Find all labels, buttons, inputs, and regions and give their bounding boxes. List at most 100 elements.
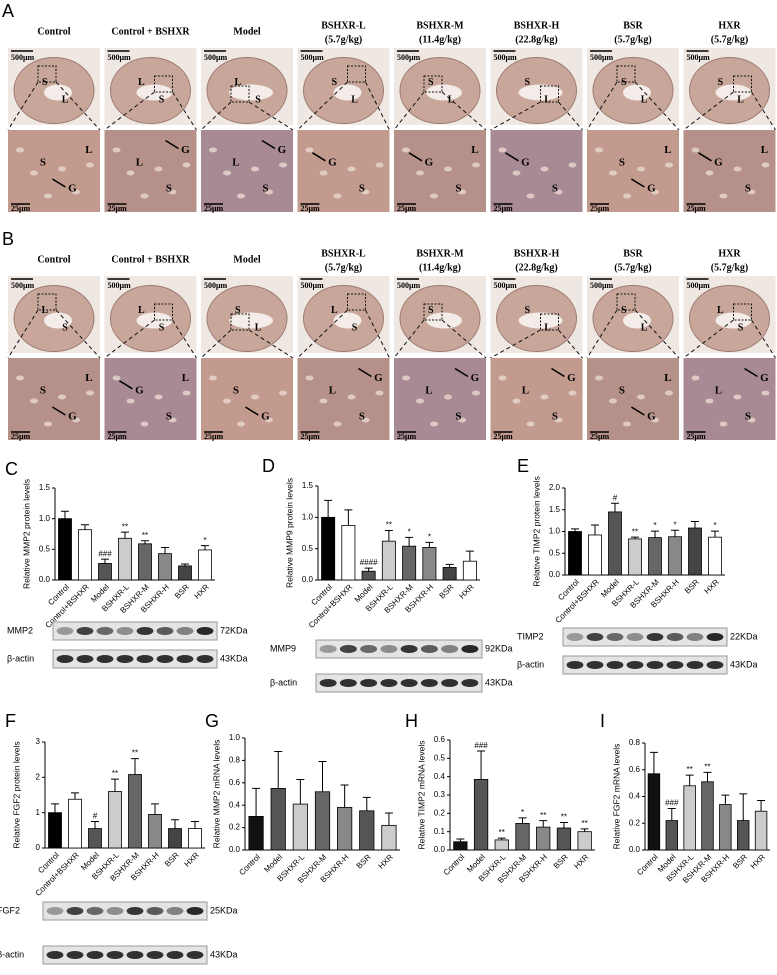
- gland: [665, 162, 673, 168]
- gland: [761, 390, 770, 396]
- region-label: S: [552, 411, 558, 423]
- blot-band: [400, 645, 418, 653]
- gland: [430, 421, 438, 427]
- blot-band: [360, 679, 378, 687]
- blot-size: 22KDa: [730, 631, 758, 641]
- error-bar: [384, 812, 393, 826]
- error-bar: [61, 510, 69, 519]
- blot-band: [96, 655, 114, 663]
- bar: [148, 814, 162, 849]
- gland: [347, 166, 356, 172]
- blot-strip: [315, 639, 483, 659]
- region-label: S: [428, 77, 434, 88]
- region-label: G: [521, 156, 530, 168]
- region-label: L: [448, 95, 455, 106]
- blot-band: [166, 951, 184, 959]
- blot-band: [400, 679, 418, 687]
- gland-arrow: [454, 367, 469, 378]
- region-label: S: [352, 323, 358, 334]
- bar: [708, 536, 722, 576]
- gland: [168, 189, 177, 195]
- blot-band: [186, 951, 204, 959]
- zoom-line: [393, 319, 425, 359]
- gland: [733, 394, 742, 400]
- y-axis-label: Relative FGF2 mRNA levels: [611, 744, 621, 850]
- error-bar: [497, 837, 506, 840]
- scale-label: 500μm: [108, 53, 132, 62]
- gland-arrow: [52, 178, 66, 188]
- error-bar: [201, 545, 209, 550]
- scale-label: 25μm: [494, 204, 514, 213]
- bar: [568, 531, 582, 576]
- gland: [458, 189, 466, 195]
- error-bar: [691, 520, 699, 529]
- significance-label: *: [673, 520, 676, 529]
- bar: [138, 543, 152, 581]
- region-label: S: [525, 305, 531, 316]
- gland: [375, 390, 384, 396]
- gland: [568, 390, 577, 396]
- gland: [30, 170, 38, 176]
- bar: [248, 816, 264, 851]
- y-axis-label: Relative MMP2 mRNA levels: [211, 740, 221, 849]
- region-label: S: [166, 183, 172, 195]
- gland: [430, 193, 438, 199]
- zoom-line: [586, 81, 618, 131]
- zoom-line: [365, 309, 390, 359]
- region-label: L: [41, 305, 48, 316]
- detail-image: [8, 358, 100, 440]
- zoom-line: [248, 329, 294, 359]
- panel-letter: E: [517, 456, 529, 476]
- scale-label: 500μm: [590, 53, 614, 62]
- region-label: G: [68, 411, 77, 423]
- bar: [462, 560, 477, 581]
- scale-label: 25μm: [687, 432, 707, 441]
- blot-band: [166, 907, 184, 915]
- scale-label: 500μm: [397, 281, 421, 290]
- region-label: L: [331, 305, 338, 316]
- zoom-line: [172, 91, 197, 131]
- gland: [279, 390, 287, 396]
- region-label: S: [159, 323, 165, 334]
- gland: [333, 193, 342, 199]
- zoom-line: [441, 319, 487, 359]
- significance-label: **: [499, 828, 505, 837]
- bar: [647, 773, 661, 851]
- error-bar: [518, 817, 527, 824]
- significance-label: *: [521, 808, 524, 817]
- blot-size: 43KDa: [210, 949, 238, 959]
- gland: [209, 375, 217, 381]
- detail-image: [8, 130, 100, 212]
- scale-label: 25μm: [108, 204, 128, 213]
- zoom-box: [230, 85, 250, 103]
- region-label: S: [619, 156, 625, 168]
- gland-arrow: [551, 367, 565, 378]
- significance-label: **: [704, 763, 710, 772]
- y-tick-label: 1.0: [302, 512, 314, 521]
- blot-strip: [52, 649, 218, 669]
- region-label: G: [760, 372, 769, 384]
- blot-band: [76, 655, 94, 663]
- bar: [178, 565, 192, 581]
- blot-label: β-actin: [270, 677, 297, 687]
- blot-strip: [52, 621, 218, 641]
- significance-label: *: [713, 521, 716, 530]
- gland: [498, 147, 507, 153]
- region-label: S: [359, 183, 365, 195]
- error-bar: [51, 803, 59, 813]
- error-bar: [274, 750, 283, 789]
- error-bar: [739, 793, 748, 821]
- gland: [595, 147, 603, 153]
- region-label: S: [42, 77, 48, 88]
- gland-arrow: [698, 152, 712, 162]
- region-label: S: [235, 305, 241, 316]
- detail-image: [490, 130, 583, 212]
- gland: [402, 147, 410, 153]
- gland-arrow: [261, 139, 276, 150]
- blot-size: 72KDa: [220, 625, 248, 635]
- blot-band: [380, 679, 398, 687]
- bar: [292, 803, 308, 851]
- gland: [472, 162, 480, 168]
- region-label: G: [328, 156, 337, 168]
- blot-band: [176, 655, 194, 663]
